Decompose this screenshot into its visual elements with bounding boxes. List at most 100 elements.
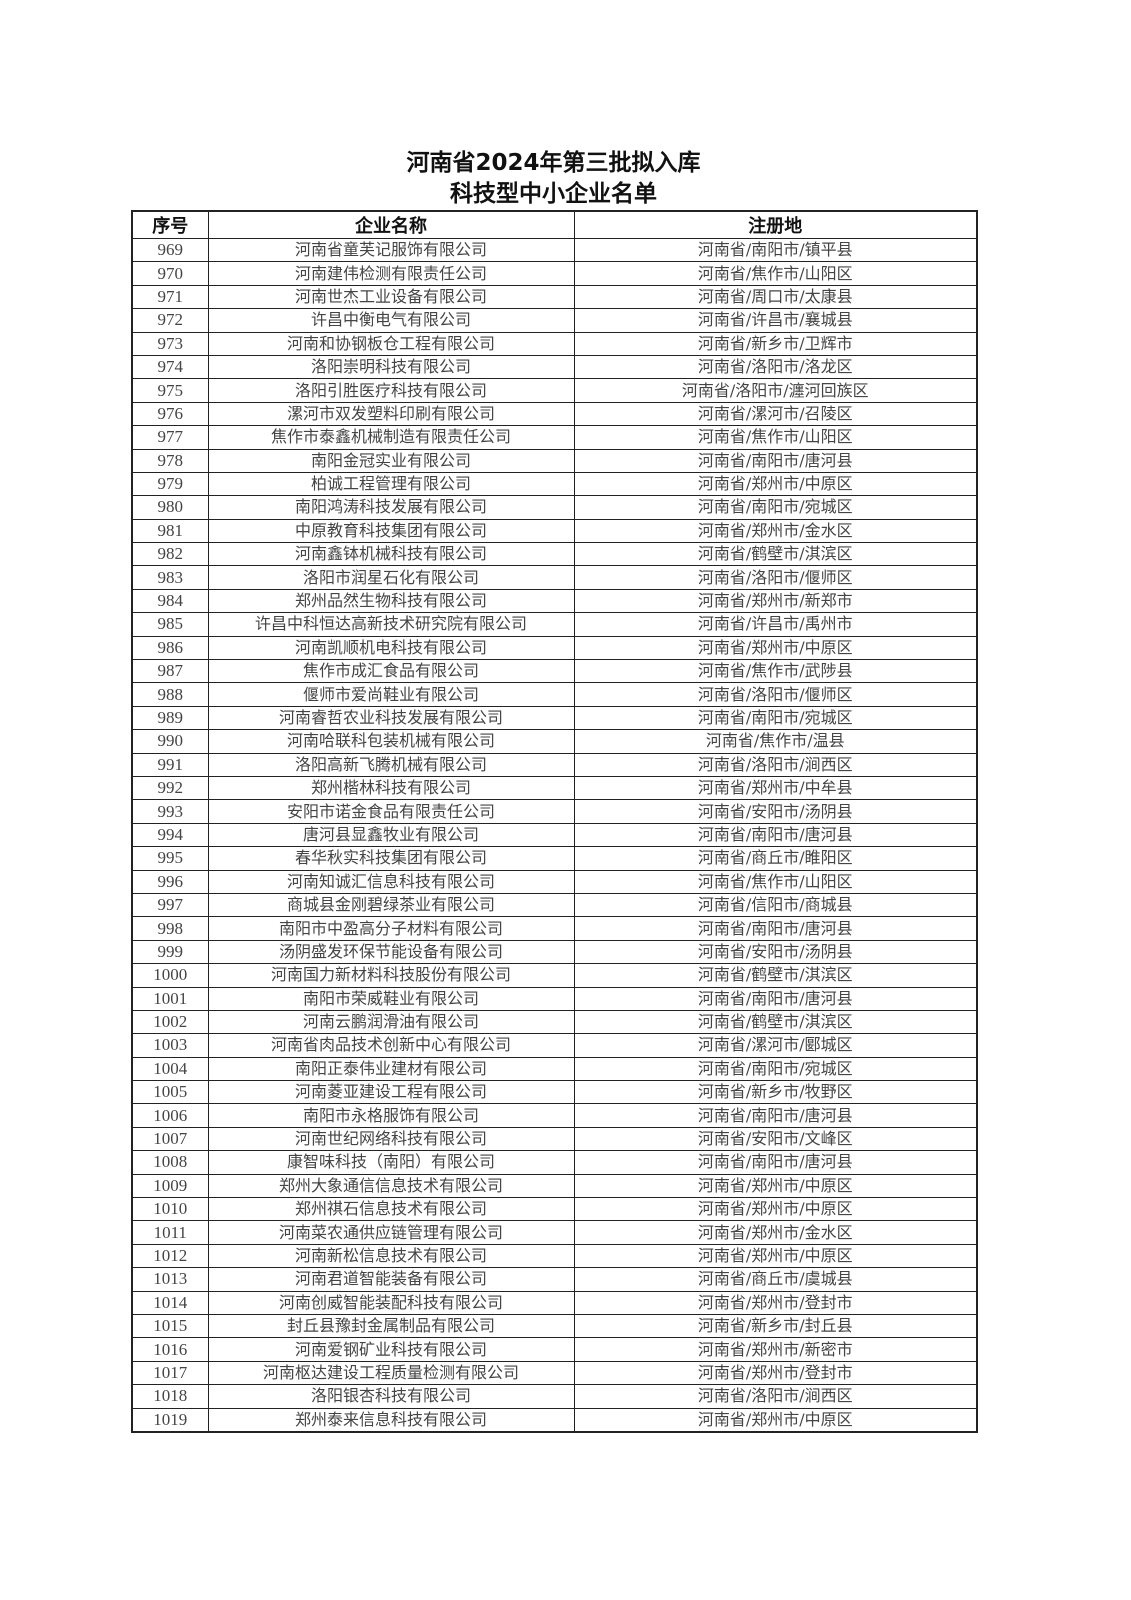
table-row: 998 南阳市中盈高分子材料有限公司 河南省/南阳市/唐河县 — [131, 916, 978, 941]
registered-location-cell: 河南省/焦作市/山阳区 — [573, 261, 978, 286]
company-name-cell: 南阳市永格服饰有限公司 — [207, 1103, 575, 1128]
serial-number-cell: 992 — [131, 775, 209, 801]
company-name-cell: 河南菱亚建设工程有限公司 — [207, 1080, 575, 1105]
registered-location-cell: 河南省/郑州市/金水区 — [573, 1220, 978, 1245]
registered-location-cell: 河南省/洛阳市/洛龙区 — [573, 354, 978, 380]
table-row: 1010 郑州祺石信息技术有限公司 河南省/郑州市/中原区 — [131, 1197, 978, 1222]
company-name-cell: 河南省童芙记服饰有限公司 — [207, 237, 575, 263]
company-name-cell: 河南枢达建设工程质量检测有限公司 — [207, 1360, 575, 1386]
serial-number-cell: 988 — [131, 682, 209, 707]
company-name-cell: 洛阳高新飞腾机械有限公司 — [207, 752, 575, 777]
registered-location-cell: 河南省/洛阳市/涧西区 — [573, 752, 978, 777]
company-name-cell: 河南世杰工业设备有限公司 — [207, 284, 575, 310]
company-name-cell: 河南睿哲农业科技发展有限公司 — [207, 705, 575, 731]
company-name-cell: 河南新松信息技术有限公司 — [207, 1243, 575, 1269]
serial-number-cell: 999 — [131, 939, 209, 965]
header-registered-location: 注册地 — [573, 210, 978, 239]
registered-location-cell: 河南省/南阳市/唐河县 — [573, 822, 978, 848]
company-name-cell: 南阳金冠实业有限公司 — [207, 448, 575, 473]
registered-location-cell: 河南省/安阳市/汤阴县 — [573, 799, 978, 824]
table-row: 992 郑州楷林科技有限公司 河南省/郑州市/中牟县 — [131, 775, 978, 801]
company-name-cell: 河南凯顺机电科技有限公司 — [207, 635, 575, 661]
company-name-cell: 康智味科技（南阳）有限公司 — [207, 1150, 575, 1175]
company-name-cell: 洛阳引胜医疗科技有限公司 — [207, 378, 575, 403]
registered-location-cell: 河南省/洛阳市/偃师区 — [573, 682, 978, 707]
serial-number-cell: 970 — [131, 261, 209, 286]
serial-number-cell: 982 — [131, 542, 209, 567]
serial-number-cell: 1011 — [131, 1220, 209, 1245]
registered-location-cell: 河南省/商丘市/虞城县 — [573, 1267, 978, 1292]
table-row: 975 洛阳引胜医疗科技有限公司 河南省/洛阳市/瀍河回族区 — [131, 378, 978, 403]
registered-location-cell: 河南省/郑州市/中原区 — [573, 1197, 978, 1222]
company-name-cell: 南阳鸿涛科技发展有限公司 — [207, 495, 575, 520]
registered-location-cell: 河南省/南阳市/唐河县 — [573, 1103, 978, 1128]
serial-number-cell: 994 — [131, 822, 209, 848]
serial-number-cell: 987 — [131, 659, 209, 684]
registered-location-cell: 河南省/安阳市/汤阴县 — [573, 939, 978, 965]
table-row: 1011 河南菜农通供应链管理有限公司 河南省/郑州市/金水区 — [131, 1220, 978, 1245]
table-row: 1005 河南菱亚建设工程有限公司 河南省/新乡市/牧野区 — [131, 1080, 978, 1105]
registered-location-cell: 河南省/漯河市/召陵区 — [573, 401, 978, 427]
company-name-cell: 春华秋实科技集团有限公司 — [207, 846, 575, 871]
registered-location-cell: 河南省/洛阳市/偃师区 — [573, 565, 978, 590]
registered-location-cell: 河南省/鹤壁市/淇滨区 — [573, 542, 978, 567]
serial-number-cell: 991 — [131, 752, 209, 777]
table-row: 977 焦作市泰鑫机械制造有限责任公司 河南省/焦作市/山阳区 — [131, 425, 978, 450]
registered-location-cell: 河南省/新乡市/牧野区 — [573, 1080, 978, 1105]
company-name-cell: 郑州祺石信息技术有限公司 — [207, 1197, 575, 1222]
document-title-line2: 科技型中小企业名单 — [450, 181, 657, 207]
registered-location-cell: 河南省/许昌市/禹州市 — [573, 612, 978, 637]
table-row: 1017 河南枢达建设工程质量检测有限公司 河南省/郑州市/登封市 — [131, 1360, 978, 1386]
registered-location-cell: 河南省/南阳市/唐河县 — [573, 1150, 978, 1175]
company-name-cell: 河南世纪网络科技有限公司 — [207, 1126, 575, 1152]
serial-number-cell: 998 — [131, 916, 209, 941]
registered-location-cell: 河南省/鹤壁市/淇滨区 — [573, 963, 978, 988]
registered-location-cell: 河南省/洛阳市/瀍河回族区 — [573, 378, 978, 403]
serial-number-cell: 1005 — [131, 1080, 209, 1105]
company-name-cell: 焦作市成汇食品有限公司 — [207, 659, 575, 684]
table-row: 1009 郑州大象通信信息技术有限公司 河南省/郑州市/中原区 — [131, 1173, 978, 1199]
registered-location-cell: 河南省/新乡市/封丘县 — [573, 1313, 978, 1339]
registered-location-cell: 河南省/焦作市/山阳区 — [573, 869, 978, 894]
table-row: 1003 河南省肉品技术创新中心有限公司 河南省/漯河市/郾城区 — [131, 1033, 978, 1058]
table-row: 974 洛阳崇明科技有限公司 河南省/洛阳市/洛龙区 — [131, 354, 978, 380]
serial-number-cell: 981 — [131, 518, 209, 544]
serial-number-cell: 1004 — [131, 1056, 209, 1082]
table-row: 1007 河南世纪网络科技有限公司 河南省/安阳市/文峰区 — [131, 1126, 978, 1152]
table-row: 1012 河南新松信息技术有限公司 河南省/郑州市/中原区 — [131, 1243, 978, 1269]
company-name-cell: 河南君道智能装备有限公司 — [207, 1267, 575, 1292]
table-row: 971 河南世杰工业设备有限公司 河南省/周口市/太康县 — [131, 284, 978, 310]
table-row: 991 洛阳高新飞腾机械有限公司 河南省/洛阳市/涧西区 — [131, 752, 978, 777]
serial-number-cell: 990 — [131, 729, 209, 754]
serial-number-cell: 989 — [131, 705, 209, 731]
serial-number-cell: 1017 — [131, 1360, 209, 1386]
registered-location-cell: 河南省/焦作市/温县 — [573, 729, 978, 754]
serial-number-cell: 977 — [131, 425, 209, 450]
registered-location-cell: 河南省/新乡市/卫辉市 — [573, 331, 978, 356]
table-row: 978 南阳金冠实业有限公司 河南省/南阳市/唐河县 — [131, 448, 978, 473]
company-name-cell: 郑州楷林科技有限公司 — [207, 775, 575, 801]
table-row: 1013 河南君道智能装备有限公司 河南省/商丘市/虞城县 — [131, 1267, 978, 1292]
company-name-cell: 河南爱钢矿业科技有限公司 — [207, 1337, 575, 1362]
serial-number-cell: 1006 — [131, 1103, 209, 1128]
table-header-row: 序号 企业名称 注册地 — [131, 210, 978, 239]
table-row: 1000 河南国力新材料科技股份有限公司 河南省/鹤壁市/淇滨区 — [131, 963, 978, 988]
company-name-cell: 河南鑫钵机械科技有限公司 — [207, 542, 575, 567]
registered-location-cell: 河南省/洛阳市/涧西区 — [573, 1384, 978, 1409]
registered-location-cell: 河南省/南阳市/唐河县 — [573, 448, 978, 473]
registered-location-cell: 河南省/郑州市/登封市 — [573, 1290, 978, 1315]
table-row: 981 中原教育科技集团有限公司 河南省/郑州市/金水区 — [131, 518, 978, 544]
serial-number-cell: 980 — [131, 495, 209, 520]
registered-location-cell: 河南省/商丘市/睢阳区 — [573, 846, 978, 871]
company-list-table: 序号 企业名称 注册地 969 河南省童芙记服饰有限公司 河南省/南阳市/镇平县 97… — [131, 210, 978, 1433]
registered-location-cell: 河南省/郑州市/金水区 — [573, 518, 978, 544]
table-row: 986 河南凯顺机电科技有限公司 河南省/郑州市/中原区 — [131, 635, 978, 661]
table-row: 1006 南阳市永格服饰有限公司 河南省/南阳市/唐河县 — [131, 1103, 978, 1128]
serial-number-cell: 1001 — [131, 986, 209, 1011]
serial-number-cell: 984 — [131, 588, 209, 614]
company-name-cell: 河南知诚汇信息科技有限公司 — [207, 869, 575, 894]
table-row: 993 安阳市诺金食品有限责任公司 河南省/安阳市/汤阴县 — [131, 799, 978, 824]
serial-number-cell: 1007 — [131, 1126, 209, 1152]
serial-number-cell: 986 — [131, 635, 209, 661]
serial-number-cell: 1018 — [131, 1384, 209, 1409]
